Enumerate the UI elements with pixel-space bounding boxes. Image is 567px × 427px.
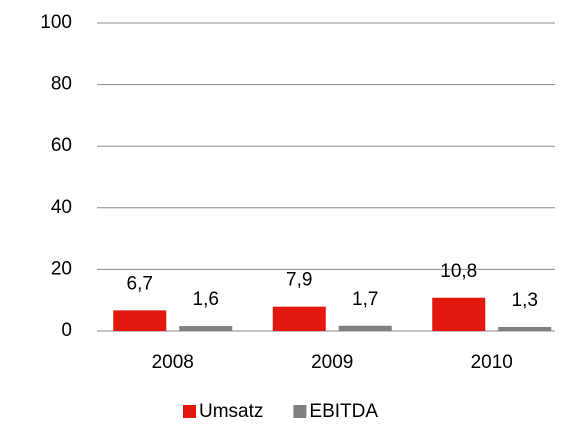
- bar: [432, 297, 486, 331]
- y-tick-label: 60: [51, 135, 72, 156]
- y-tick-label: 20: [51, 258, 72, 279]
- y-tick-label: 0: [61, 320, 72, 341]
- legend-swatch: [293, 405, 307, 418]
- bar: [113, 310, 167, 331]
- data-label: 1,3: [512, 290, 538, 311]
- bar: [338, 325, 392, 331]
- x-tick-label: 2008: [152, 352, 194, 373]
- x-tick-label: 2010: [471, 352, 513, 373]
- data-label: 6,7: [127, 273, 153, 294]
- y-tick-label: 100: [40, 12, 72, 33]
- bar: [498, 326, 552, 331]
- data-label: 1,6: [193, 289, 219, 310]
- data-label: 10,8: [440, 261, 477, 282]
- data-label: 7,9: [286, 270, 312, 291]
- bar: [272, 306, 326, 331]
- legend-swatch: [183, 405, 196, 418]
- y-tick-label: 40: [51, 197, 72, 218]
- legend-label: EBITDA: [309, 401, 378, 422]
- data-label: 1,7: [352, 289, 378, 310]
- bar: [179, 326, 233, 331]
- x-tick-label: 2009: [311, 352, 353, 373]
- y-tick-label: 80: [51, 74, 72, 95]
- legend-label: Umsatz: [199, 401, 263, 422]
